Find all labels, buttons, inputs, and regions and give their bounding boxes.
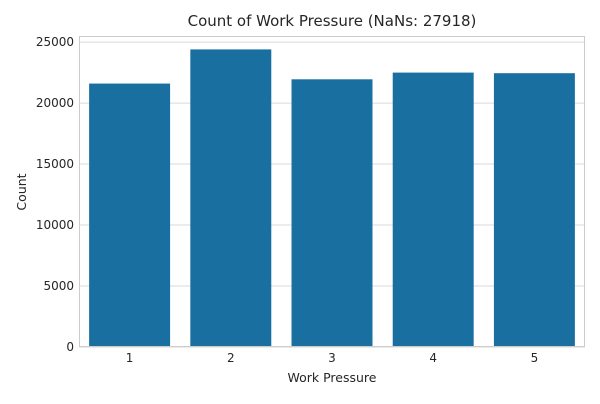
plot-frame — [79, 36, 585, 347]
y-tick-label: 15000 — [36, 157, 74, 171]
x-tick-label: 3 — [328, 351, 336, 365]
y-tick-label: 0 — [66, 340, 74, 354]
y-tick-label: 10000 — [36, 218, 74, 232]
y-tick-label: 5000 — [43, 279, 74, 293]
y-axis-label: Count — [14, 173, 29, 210]
x-tick-labels: 1 2 3 4 5 — [126, 351, 538, 365]
y-tick-label: 20000 — [36, 96, 74, 110]
bars — [89, 49, 575, 348]
bar-5 — [493, 73, 575, 348]
x-tick-label: 4 — [429, 351, 437, 365]
bar-1 — [89, 83, 171, 348]
y-tick-label: 25000 — [36, 35, 74, 49]
chart-title: Count of Work Pressure (NaNs: 27918) — [188, 12, 477, 30]
y-tick-labels: 0 5000 10000 15000 20000 25000 — [36, 35, 74, 354]
x-axis-label: Work Pressure — [287, 370, 376, 385]
x-tick-label: 5 — [531, 351, 539, 365]
x-tick-label: 2 — [227, 351, 235, 365]
bar-3 — [291, 79, 373, 347]
x-tick-label: 1 — [126, 351, 134, 365]
bar-4 — [392, 72, 474, 348]
bar-2 — [190, 49, 272, 348]
